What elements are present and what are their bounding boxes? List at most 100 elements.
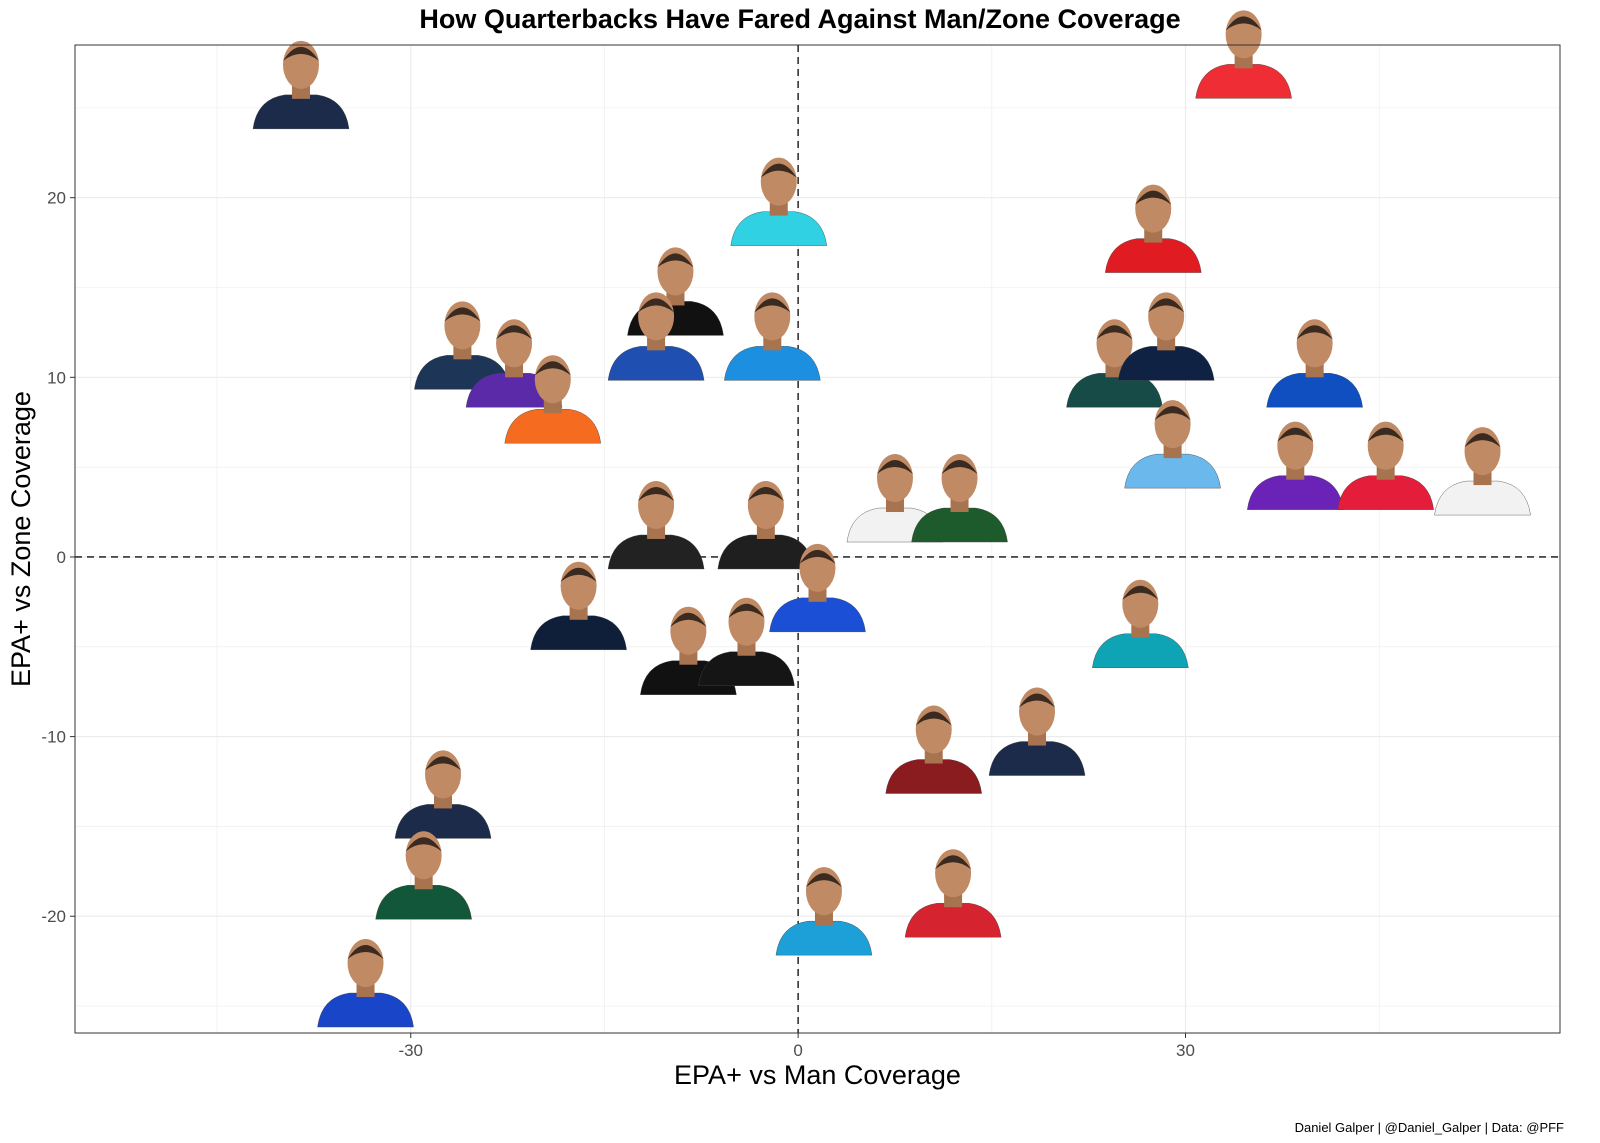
neck-shape xyxy=(924,749,943,764)
jersey-shape xyxy=(1195,64,1292,99)
hair-shape xyxy=(670,612,707,627)
x-tick-label: 0 xyxy=(793,1041,802,1060)
neck-shape xyxy=(1163,444,1182,459)
y-tick-label: 20 xyxy=(47,189,66,208)
y-tick-label: -20 xyxy=(41,907,66,926)
hair-shape xyxy=(1464,433,1501,448)
qb-headshot-marker xyxy=(730,157,827,246)
jersey-shape xyxy=(1266,373,1363,408)
y-tick-label: 0 xyxy=(57,548,66,567)
qb-headshot-marker xyxy=(1434,427,1531,516)
hair-shape xyxy=(941,460,978,475)
hair-shape xyxy=(444,307,481,322)
jersey-shape xyxy=(698,651,795,686)
neck-shape xyxy=(1286,465,1305,480)
qb-headshot-marker xyxy=(465,319,563,408)
y-axis-title: EPA+ vs Zone Coverage xyxy=(6,391,36,687)
qb-headshot-marker xyxy=(1066,319,1163,408)
hair-shape xyxy=(496,325,533,340)
hair-shape xyxy=(760,163,797,178)
qb-headshot-marker xyxy=(607,480,705,570)
neck-shape xyxy=(1376,465,1395,480)
jersey-shape xyxy=(1337,475,1434,510)
neck-shape xyxy=(291,84,310,99)
qb-headshot-marker xyxy=(698,597,795,686)
qb-headshot-marker xyxy=(1124,400,1221,489)
neck-shape xyxy=(569,605,588,620)
qb-headshot-marker xyxy=(1105,184,1202,273)
plot-panel-border xyxy=(74,44,1561,1034)
x-tick-label: -30 xyxy=(398,1041,423,1060)
qb-headshot-marker xyxy=(252,40,350,130)
qb-headshot-marker xyxy=(375,831,472,920)
hair-shape xyxy=(1154,406,1191,421)
qb-headshot-marker xyxy=(1117,292,1215,381)
qb-headshot-marker xyxy=(1337,421,1434,510)
hair-shape xyxy=(728,603,765,618)
jersey-shape xyxy=(504,409,602,444)
qb-headshot-marker xyxy=(1247,421,1344,510)
qb-headshot-marker xyxy=(1195,10,1292,99)
jersey-shape xyxy=(885,759,982,794)
hair-shape xyxy=(799,549,836,564)
hair-shape xyxy=(560,567,597,582)
neck-shape xyxy=(647,524,666,539)
qb-headshot-marker xyxy=(988,687,1086,776)
neck-shape xyxy=(647,336,666,351)
qb-headshot-marker xyxy=(724,292,821,381)
qb-headshot-marker xyxy=(394,750,492,839)
hair-shape xyxy=(657,253,694,268)
jersey-shape xyxy=(1124,453,1221,489)
hair-shape xyxy=(405,837,442,852)
neck-shape xyxy=(1028,731,1047,746)
hair-shape xyxy=(638,486,675,501)
jersey-shape xyxy=(904,903,1002,938)
neck-shape xyxy=(763,336,782,351)
credit-caption: Daniel Galper | @Daniel_Galper | Data: @… xyxy=(1294,1120,1564,1135)
jersey-shape xyxy=(724,346,821,381)
hair-shape xyxy=(1296,325,1333,340)
x-tick-label: 30 xyxy=(1176,1041,1195,1060)
chart-title: How Quarterbacks Have Fared Against Man/… xyxy=(419,4,1181,34)
jersey-shape xyxy=(988,741,1086,776)
hair-shape xyxy=(638,298,675,313)
jersey-shape xyxy=(530,615,627,650)
neck-shape xyxy=(885,498,904,513)
qb-headshot-marker xyxy=(769,543,866,633)
neck-shape xyxy=(769,201,788,216)
hair-shape xyxy=(1135,190,1172,205)
jersey-shape xyxy=(317,992,414,1028)
jersey-shape xyxy=(730,211,827,246)
neck-shape xyxy=(737,641,756,656)
hair-shape xyxy=(1122,585,1159,600)
neck-shape xyxy=(814,911,833,926)
data-points xyxy=(252,10,1531,1028)
neck-shape xyxy=(414,875,433,890)
neck-shape xyxy=(505,363,524,378)
jersey-shape xyxy=(717,534,815,570)
reference-lines xyxy=(75,45,1560,1033)
neck-shape xyxy=(356,983,375,998)
neck-shape xyxy=(1234,54,1253,69)
qb-headshot-marker xyxy=(911,454,1008,543)
hair-shape xyxy=(1277,427,1314,442)
neck-shape xyxy=(944,893,963,908)
hair-shape xyxy=(876,460,913,475)
neck-shape xyxy=(1305,363,1324,378)
axis-ticks: -30 0 30 -20 -10 0 10 20 xyxy=(41,189,1195,1060)
jersey-shape xyxy=(1434,480,1531,516)
hair-shape xyxy=(347,945,384,960)
x-axis-title: EPA+ vs Man Coverage xyxy=(674,1060,961,1090)
hair-shape xyxy=(915,711,952,726)
jersey-shape xyxy=(394,804,492,839)
qb-headshot-marker xyxy=(1092,579,1189,668)
jersey-shape xyxy=(1105,238,1202,273)
neck-shape xyxy=(666,291,685,306)
jersey-shape xyxy=(1247,475,1344,510)
neck-shape xyxy=(543,399,562,414)
jersey-shape xyxy=(252,94,350,130)
qb-headshot-marker xyxy=(775,867,873,956)
neck-shape xyxy=(808,587,827,602)
hair-shape xyxy=(805,873,842,888)
